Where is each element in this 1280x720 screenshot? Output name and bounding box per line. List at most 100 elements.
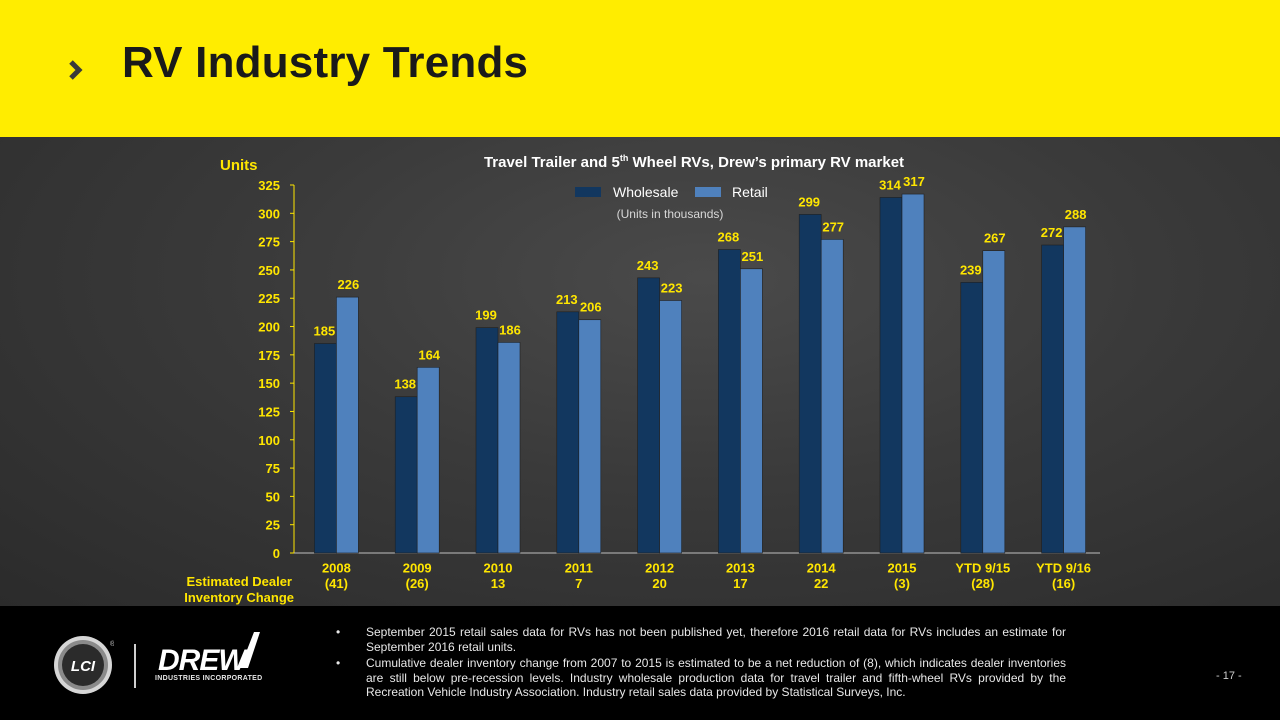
x-axis-labels: 2008 2009 2010 2011 2012 2013 2014 2015 YTD 9/15… bbox=[322, 561, 1091, 576]
logo-divider bbox=[134, 644, 136, 688]
lci-logo-text: LCI bbox=[71, 658, 96, 675]
x-tick-label: YTD 9/15 bbox=[955, 561, 1010, 576]
footnote-text: Cumulative dealer inventory change from … bbox=[366, 656, 1066, 700]
inventory-change-label-line2: Inventory Change bbox=[184, 590, 294, 605]
chart-title-before: Travel Trailer and 5 bbox=[484, 154, 620, 171]
bar-wholesale bbox=[960, 282, 984, 554]
bar-wholesale bbox=[1041, 244, 1064, 554]
bullet: • bbox=[336, 656, 341, 671]
bar-wholesale bbox=[798, 214, 822, 554]
bar-retail bbox=[497, 342, 521, 554]
chart-title-after: Wheel RVs, Drew’s primary RV market bbox=[628, 154, 904, 171]
value-label-retail: 164 bbox=[418, 347, 440, 362]
value-label-retail: 251 bbox=[742, 249, 764, 264]
y-tick-label: 150 bbox=[258, 376, 280, 391]
value-label-wholesale: 268 bbox=[718, 230, 740, 245]
value-label-wholesale: 239 bbox=[960, 262, 982, 277]
y-tick-label: 100 bbox=[258, 433, 280, 448]
chevron-right-icon bbox=[69, 60, 83, 80]
x-tick-label: 2013 bbox=[726, 561, 755, 576]
inventory-change-value: 7 bbox=[575, 576, 582, 591]
value-label-wholesale: 138 bbox=[394, 377, 416, 392]
bar-wholesale bbox=[314, 343, 337, 554]
registered-mark: ® bbox=[110, 640, 114, 648]
y-tick-label: 300 bbox=[258, 206, 280, 221]
inventory-change-value: (16) bbox=[1052, 576, 1075, 591]
y-tick-label: 250 bbox=[258, 263, 280, 278]
bar-retail bbox=[740, 268, 763, 554]
bar-wholesale bbox=[637, 277, 660, 554]
y-tick-label: 325 bbox=[258, 178, 280, 193]
y-tick-label: 75 bbox=[266, 461, 280, 476]
bar-wholesale bbox=[556, 311, 580, 554]
legend-swatch-retail bbox=[695, 187, 721, 197]
inventory-change-value: (41) bbox=[325, 576, 348, 591]
value-label-wholesale: 199 bbox=[475, 308, 497, 323]
bar-wholesale bbox=[879, 197, 903, 554]
bullet: • bbox=[336, 625, 341, 639]
y-tick-label: 125 bbox=[258, 404, 280, 419]
value-label-wholesale: 213 bbox=[556, 292, 578, 307]
value-label-retail: 226 bbox=[338, 277, 360, 292]
inventory-change-value: (3) bbox=[894, 576, 910, 591]
x-tick-label: YTD 9/16 bbox=[1036, 561, 1091, 576]
value-label-retail: 288 bbox=[1065, 207, 1087, 222]
chart-title-sup: th bbox=[620, 153, 629, 163]
x-tick-label: 2011 bbox=[565, 561, 593, 576]
chart-title: Travel Trailer and 5th Wheel RVs, Drew’s… bbox=[484, 153, 904, 171]
value-label-wholesale: 243 bbox=[637, 258, 659, 273]
bars-group bbox=[314, 193, 1086, 554]
bar-retail bbox=[901, 193, 925, 554]
y-axis-label: Units bbox=[220, 157, 258, 174]
lci-logo: LCI ® bbox=[54, 636, 114, 694]
value-label-retail: 267 bbox=[984, 231, 1006, 246]
bar-retail bbox=[982, 250, 1006, 554]
y-axis: 0 25 50 75 100 125 150 175 200 225 250 275 300 325 bbox=[258, 178, 294, 561]
value-label-wholesale: 272 bbox=[1041, 225, 1063, 240]
footnote-text: September 2015 retail sales data for RVs… bbox=[366, 625, 1066, 654]
value-label-wholesale: 299 bbox=[798, 194, 820, 209]
x-tick-label: 2014 bbox=[807, 561, 837, 576]
footnote-item: • September 2015 retail sales data for RV… bbox=[336, 625, 1066, 654]
x-tick-label: 2009 bbox=[403, 561, 432, 576]
y-tick-label: 25 bbox=[266, 518, 280, 533]
bar-wholesale bbox=[475, 327, 499, 554]
bar-chart: Units Travel Trailer and 5th Wheel RVs, … bbox=[184, 153, 1100, 605]
inventory-change-value: 17 bbox=[733, 576, 747, 591]
y-tick-label: 225 bbox=[258, 291, 280, 306]
footnotes: • September 2015 retail sales data for RV… bbox=[336, 625, 1066, 702]
drew-logo: DREW bbox=[158, 632, 260, 677]
inventory-change-value: 22 bbox=[814, 576, 828, 591]
page-number: - 17 - bbox=[1216, 670, 1242, 682]
legend-label-retail: Retail bbox=[732, 184, 768, 200]
chart-panel: Units Travel Trailer and 5th Wheel RVs, … bbox=[0, 137, 1280, 606]
value-label-retail: 223 bbox=[661, 280, 683, 295]
footnote-item: • Cumulative dealer inventory change from… bbox=[336, 656, 1066, 700]
drew-logo-subtitle: INDUSTRIES INCORPORATED bbox=[155, 675, 263, 682]
y-tick-label: 0 bbox=[273, 546, 280, 561]
value-labels: 1852261381641991862132062432232682512992… bbox=[314, 174, 1087, 392]
footer bbox=[0, 606, 1280, 720]
legend: Wholesale Retail (Units in thousands) bbox=[575, 184, 768, 221]
value-label-retail: 317 bbox=[903, 174, 925, 189]
x-tick-label: 2008 bbox=[322, 561, 351, 576]
bar-retail bbox=[820, 239, 844, 554]
title-banner: RV Industry Trends bbox=[0, 0, 1280, 137]
inventory-change-value: (26) bbox=[406, 576, 429, 591]
inventory-change-value: 13 bbox=[491, 576, 505, 591]
bar-retail bbox=[578, 319, 602, 554]
y-tick-label: 200 bbox=[258, 320, 280, 335]
legend-label-wholesale: Wholesale bbox=[613, 184, 679, 200]
bar-retail bbox=[659, 300, 682, 554]
inventory-change-label-line1: Estimated Dealer bbox=[187, 574, 293, 589]
y-tick-label: 50 bbox=[266, 489, 280, 504]
legend-swatch-wholesale bbox=[575, 187, 601, 197]
bar-wholesale bbox=[718, 249, 741, 554]
inventory-change-row: (41) (26) 13 7 20 17 22 (3) (28) (16) bbox=[325, 576, 1075, 591]
bar-retail bbox=[416, 367, 440, 554]
drew-logo-text: DREW bbox=[158, 644, 249, 677]
legend-units-note: (Units in thousands) bbox=[617, 207, 724, 221]
inventory-change-value: 20 bbox=[652, 576, 666, 591]
bar-wholesale bbox=[394, 396, 418, 554]
x-tick-label: 2010 bbox=[484, 561, 513, 576]
